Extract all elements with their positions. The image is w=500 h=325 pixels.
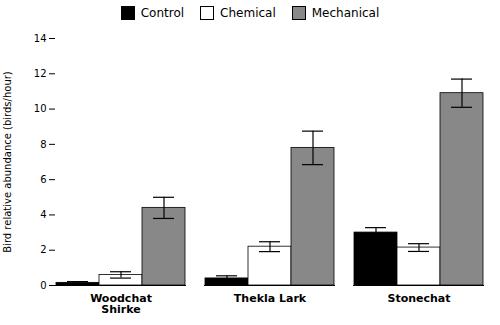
svg-text:2: 2 [40,244,46,255]
svg-text:Thekla Lark: Thekla Lark [234,292,307,305]
svg-text:10: 10 [34,103,47,114]
html-text:Mechanical: Mechanical [311,6,380,20]
svg-text:4: 4 [40,209,46,220]
svg-text:0: 0 [40,280,46,291]
svg-text:WoodchatShirke: WoodchatShirke [90,292,152,316]
svg-text:Stonechat: Stonechat [387,292,450,305]
svg-text:6: 6 [40,174,46,185]
svg-text:12: 12 [34,68,47,79]
svg-text:8: 8 [40,139,46,150]
svg-text:Bird relative abundance (birds: Bird relative abundance (birds/hour) [2,71,13,253]
html-text:Control: Control [140,6,185,20]
html-text:Chemical: Chemical [220,6,276,20]
svg-text:14: 14 [34,33,47,44]
